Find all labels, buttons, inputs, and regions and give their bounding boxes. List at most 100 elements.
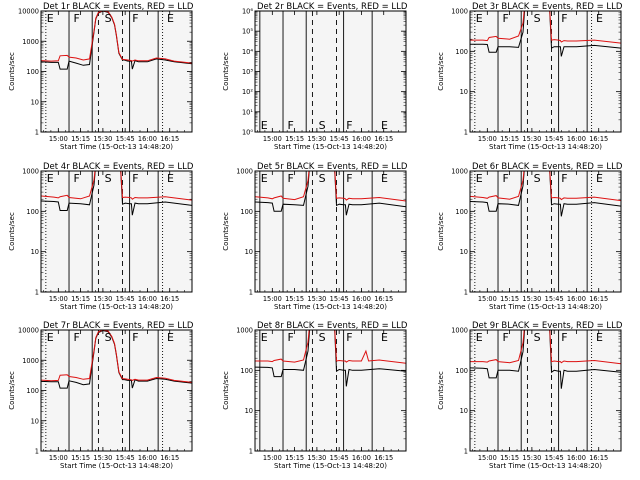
x-tick-label: 15:30 [522, 295, 541, 303]
x-tick-label: 15:15 [285, 135, 304, 143]
x-tick-label: 15:45 [330, 295, 349, 303]
y-tick-label: 1 [249, 289, 253, 297]
segment-label-s: S [534, 331, 541, 344]
segment-label-f: F [132, 12, 138, 25]
x-tick-label: 15:15 [500, 135, 519, 143]
y-axis-label: Counts/sec [222, 371, 230, 410]
y-tick-label: 1 [35, 448, 39, 456]
plot-content [470, 171, 621, 292]
y-tick-label: 1 [464, 289, 468, 297]
segment-label-e: E [381, 331, 388, 344]
y-tick-label: 1000 [22, 168, 39, 176]
segment-label-e: E [381, 119, 388, 132]
segment-label-f: F [287, 172, 293, 185]
segment-label-f: F [346, 331, 352, 344]
y-tick-label: 1 [464, 448, 468, 456]
y-tick-label: 1000 [451, 327, 468, 335]
x-axis-label: Start Time (15-Oct-13 14:48:20) [274, 143, 387, 151]
x-tick-label: 16:15 [160, 295, 179, 303]
x-tick-label: 16:00 [567, 135, 586, 143]
x-tick-label: 15:00 [478, 454, 497, 462]
segment-label-f: F [561, 172, 567, 185]
events-series-line [470, 330, 621, 389]
x-axis-label: Start Time (15-Oct-13 14:48:20) [60, 462, 173, 470]
x-tick-label: 15:30 [93, 135, 112, 143]
chart-title: Det 1r BLACK = Events, RED = LLD [43, 2, 194, 12]
chart-title: Det 4r BLACK = Events, RED = LLD [43, 162, 194, 172]
x-axis-label: Start Time (15-Oct-13 14:48:20) [274, 462, 387, 470]
segment-label-e: E [476, 331, 483, 344]
plot-area [41, 171, 192, 292]
events-series-line [255, 330, 406, 387]
y-tick-label: 1 [35, 289, 39, 297]
y-tick-label: 10³ [242, 68, 253, 76]
segment-label-f: F [287, 119, 293, 132]
y-tick-label: 1000 [451, 8, 468, 16]
segment-label-e: E [596, 331, 603, 344]
plot-content [255, 330, 406, 451]
x-tick-label: 16:00 [352, 454, 371, 462]
segment-label-f: F [346, 119, 352, 132]
y-tick-label: 10 [460, 407, 468, 415]
y-axis-label: Counts/sec [437, 212, 445, 251]
x-tick-label: 15:15 [500, 454, 519, 462]
segment-label-e: E [596, 12, 603, 25]
segment-label-e: E [261, 172, 268, 185]
segment-label-e: E [167, 331, 174, 344]
x-tick-label: 15:15 [71, 135, 90, 143]
y-axis-label: Counts/sec [8, 52, 16, 91]
lld-series-line [41, 171, 192, 201]
y-tick-label: 10 [31, 98, 39, 106]
x-tick-label: 15:45 [116, 454, 135, 462]
x-axis-label: Start Time (15-Oct-13 14:48:20) [60, 143, 173, 151]
plot-area [255, 11, 406, 132]
segment-label-s: S [105, 172, 112, 185]
y-tick-label: 10⁰ [242, 129, 253, 137]
x-tick-label: 15:30 [93, 454, 112, 462]
events-series-line [255, 171, 406, 216]
y-tick-label: 1000 [22, 357, 39, 365]
plot-content [255, 171, 406, 292]
y-tick-label: 1 [249, 448, 253, 456]
y-tick-label: 1000 [236, 168, 253, 176]
x-tick-label: 15:45 [116, 295, 135, 303]
segment-label-s: S [319, 119, 326, 132]
x-tick-label: 16:00 [138, 295, 157, 303]
x-tick-label: 15:00 [478, 135, 497, 143]
x-tick-label: 15:30 [522, 135, 541, 143]
segment-label-e: E [167, 172, 174, 185]
segment-label-s: S [105, 12, 112, 25]
segment-label-f: F [502, 172, 508, 185]
y-tick-label: 10⁶ [242, 8, 253, 16]
y-tick-label: 10⁴ [242, 48, 253, 56]
lld-series-line [41, 11, 192, 64]
plot-area [255, 330, 406, 451]
x-tick-label: 16:15 [374, 295, 393, 303]
x-tick-label: 15:15 [285, 295, 304, 303]
x-axis-label: Start Time (15-Oct-13 14:48:20) [489, 303, 602, 311]
segment-label-e: E [261, 119, 268, 132]
axes-frame [469, 10, 622, 133]
x-tick-label: 15:45 [330, 454, 349, 462]
segment-label-s: S [105, 331, 112, 344]
x-tick-label: 15:30 [522, 454, 541, 462]
axes-frame [254, 329, 407, 452]
y-tick-label: 100 [455, 48, 468, 56]
axes-frame [469, 329, 622, 452]
x-axis-label: Start Time (15-Oct-13 14:48:20) [489, 143, 602, 151]
segment-label-e: E [47, 12, 54, 25]
segment-label-f: F [73, 331, 79, 344]
segment-label-e: E [596, 172, 603, 185]
plot-area [41, 330, 192, 451]
y-tick-label: 10000 [18, 327, 39, 335]
segment-label-s: S [319, 172, 326, 185]
x-tick-label: 15:45 [545, 454, 564, 462]
y-tick-label: 1000 [236, 327, 253, 335]
x-tick-label: 16:00 [352, 295, 371, 303]
axes-frame [254, 170, 407, 293]
